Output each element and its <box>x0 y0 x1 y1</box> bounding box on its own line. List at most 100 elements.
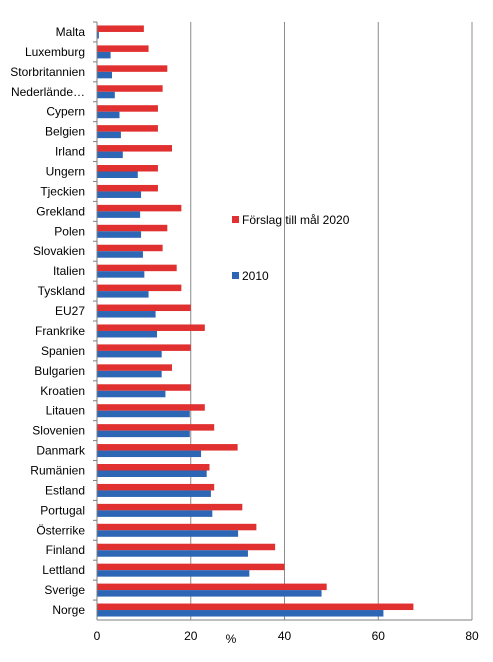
bar-proposal-2020-slovakien <box>97 244 163 252</box>
legend-label-2010: 2010 <box>242 269 269 283</box>
category-label: Finland <box>46 543 85 557</box>
bar-2010-frankrike <box>97 330 157 338</box>
bar-2010-storbritannien <box>97 71 112 79</box>
category-label: Cypern <box>46 105 85 119</box>
bar-2010-kroatien <box>97 390 166 398</box>
x-tick-label: 20 <box>184 629 198 643</box>
bar-proposal-2020-italien <box>97 264 177 272</box>
x-axis-title: % <box>226 632 237 646</box>
category-label: EU27 <box>55 304 85 318</box>
bar-proposal-2020-finland <box>97 543 276 551</box>
bar-proposal-2020-sverige <box>97 583 327 591</box>
x-tick-label: 80 <box>465 629 479 643</box>
category-label: Lettland <box>42 563 85 577</box>
bar-proposal-2020-spanien <box>97 344 191 351</box>
x-tick-label: 60 <box>372 629 386 643</box>
labels: 0 20 40 60 80 Malta Luxemburg Storbritannien Ned… <box>10 25 479 643</box>
bar-proposal-2020-malta <box>97 25 144 32</box>
bar-2010-lettland <box>97 570 250 577</box>
bar-proposal-2020-tjeckien <box>97 184 158 192</box>
category-label: Malta <box>56 25 86 39</box>
legend-label-proposal-2020: Förslag till mål 2020 <box>242 213 350 227</box>
bar-proposal-2020-belgien <box>97 125 158 132</box>
bar-proposal-2020-litauen <box>97 404 205 411</box>
bar-2010-norge <box>97 610 384 617</box>
bar-proposal-2020-eu27 <box>97 304 191 312</box>
gridlines <box>190 22 473 620</box>
bar-2010-cypern <box>97 111 120 119</box>
bar-proposal-2020-storbritannien <box>97 65 168 72</box>
category-label: Portugal <box>40 503 85 517</box>
bar-proposal-2020-grekland <box>97 204 182 212</box>
category-label: Slovakien <box>33 244 85 258</box>
axes <box>93 21 472 621</box>
bar-proposal-2020-luxemburg <box>97 45 149 52</box>
category-label: Nederlände… <box>11 85 85 99</box>
bar-2010-bulgarien <box>97 370 162 378</box>
bar-2010-grekland <box>97 211 141 218</box>
category-label: Estland <box>45 483 85 497</box>
legend-swatch-2010 <box>232 272 239 279</box>
bar-2010-tyskland <box>97 291 149 298</box>
category-label: Irland <box>55 145 85 159</box>
category-label: Frankrike <box>35 324 85 338</box>
bar-2010-litauen <box>97 410 190 418</box>
bar-proposal-2020-cypern <box>97 105 158 112</box>
bar-2010-tjeckien <box>97 191 142 198</box>
category-label: Slovenien <box>32 424 85 438</box>
bar-2010-nederlände <box>97 91 115 99</box>
category-label: Bulgarien <box>34 364 85 378</box>
bar-2010-österrike <box>97 530 239 537</box>
bar-2010-luxemburg <box>97 51 111 59</box>
bars <box>97 25 414 617</box>
bar-proposal-2020-polen <box>97 224 168 232</box>
category-label: Italien <box>53 264 85 278</box>
category-label: Polen <box>54 224 85 238</box>
bar-proposal-2020-lettland <box>97 563 285 571</box>
bar-2010-eu27 <box>97 311 156 318</box>
category-label: Österrike <box>36 523 85 537</box>
category-label: Luxemburg <box>25 45 85 59</box>
category-label: Norge <box>52 603 85 617</box>
category-label: Ungern <box>46 165 85 179</box>
bar-2010-sverige <box>97 590 322 597</box>
category-label: Tyskland <box>38 284 85 298</box>
bar-2010-ungern <box>97 171 138 178</box>
bar-proposal-2020-österrike <box>97 523 257 531</box>
bar-proposal-2020-kroatien <box>97 384 191 391</box>
bar-proposal-2020-rumänien <box>97 464 210 471</box>
bar-proposal-2020-bulgarien <box>97 364 172 371</box>
bar-2010-italien <box>97 271 145 278</box>
bar-2010-rumänien <box>97 470 207 477</box>
bar-proposal-2020-irland <box>97 145 172 152</box>
category-label: Belgien <box>45 125 85 139</box>
bar-2010-polen <box>97 231 142 238</box>
bar-2010-estland <box>97 490 211 497</box>
x-tick-label: 40 <box>278 629 292 643</box>
category-label: Danmark <box>36 444 86 458</box>
legend-swatch-proposal-2020 <box>232 216 239 223</box>
bar-proposal-2020-danmark <box>97 444 238 451</box>
bar-2010-belgien <box>97 131 121 139</box>
bar-2010-finland <box>97 550 248 557</box>
bar-2010-slovenien <box>97 430 190 438</box>
bar-proposal-2020-tyskland <box>97 284 182 292</box>
bar-2010-danmark <box>97 450 202 458</box>
bar-2010-irland <box>97 151 123 159</box>
bar-proposal-2020-nederlände <box>97 85 163 92</box>
category-label: Storbritannien <box>10 65 85 79</box>
bar-2010-slovakien <box>97 251 143 258</box>
bar-proposal-2020-slovenien <box>97 424 215 431</box>
bar-proposal-2020-estland <box>97 483 215 491</box>
category-label: Spanien <box>41 344 85 358</box>
bar-proposal-2020-ungern <box>97 165 158 172</box>
category-label: Rumänien <box>30 464 85 478</box>
bar-2010-malta <box>97 31 99 39</box>
x-tick-label: 0 <box>94 629 101 643</box>
legend: Förslag till mål 2020 2010 <box>232 213 350 283</box>
bar-2010-portugal <box>97 510 213 517</box>
category-label: Tjeckien <box>40 184 85 198</box>
bar-proposal-2020-frankrike <box>97 324 205 331</box>
category-label: Sverige <box>44 583 85 597</box>
